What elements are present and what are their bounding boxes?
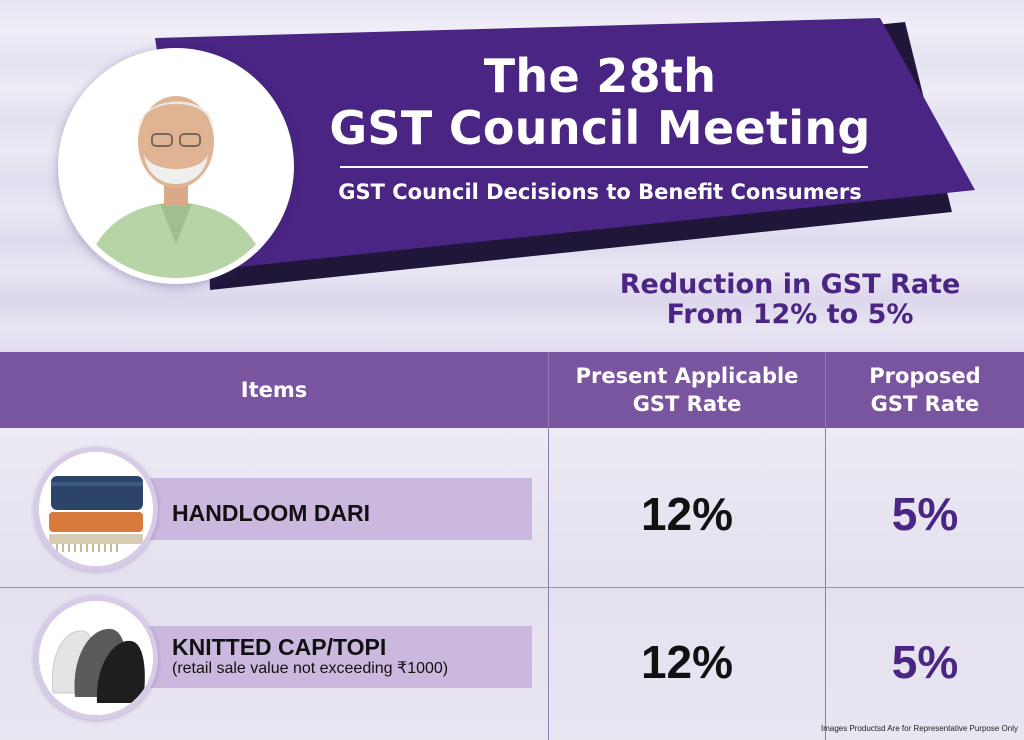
item-note: (retail sale value not exceeding ₹1000): [172, 660, 449, 677]
proposed-header-line-2: GST Rate: [870, 392, 980, 416]
folded-rugs-icon: [39, 452, 153, 566]
item-photo-cap: [34, 596, 158, 720]
row-divider: [0, 587, 1024, 588]
present-rate-value: 12%: [640, 636, 734, 688]
portrait-photo: [58, 48, 294, 284]
item-label-band: [140, 626, 532, 688]
title-line-1: The 28th: [483, 49, 717, 103]
title-line-2: GST Council Meeting: [329, 101, 871, 155]
page-title: The 28th GST Council Meeting: [300, 50, 900, 154]
column-header-items: Items: [0, 352, 548, 428]
column-header-proposed-rate: Proposed GST Rate: [826, 352, 1024, 428]
header-banner: [155, 18, 975, 290]
reduction-line-2: From 12% to 5%: [666, 299, 914, 330]
column-divider: [548, 352, 549, 740]
banner-main-shape: [155, 18, 975, 272]
person-portrait-icon: [64, 54, 288, 278]
proposed-rate-value: 5%: [891, 636, 959, 688]
present-header-line-1: Present Applicable: [575, 364, 799, 388]
item-label-band: [140, 478, 532, 540]
column-header-items-label: Items: [240, 378, 308, 402]
item-name: KNITTED CAP/TOPI: [172, 634, 387, 660]
page-subtitle: GST Council Decisions to Benefit Consume…: [338, 180, 862, 204]
item-name: HANDLOOM DARI: [172, 500, 371, 526]
present-header-line-2: GST Rate: [632, 392, 742, 416]
knitted-caps-icon: [39, 601, 153, 715]
proposed-rate-value: 5%: [891, 488, 959, 540]
proposed-header-line-1: Proposed: [869, 364, 981, 388]
column-header-present-rate: Present Applicable GST Rate: [548, 352, 826, 428]
reduction-line-1: Reduction in GST Rate: [619, 269, 961, 300]
disclaimer-text: Images Productsd Are for Representative …: [821, 724, 1018, 733]
item-photo-dari: [34, 447, 158, 571]
present-rate-value: 12%: [640, 488, 734, 540]
title-divider: [340, 166, 868, 168]
column-divider: [825, 352, 826, 740]
table-body: [0, 428, 1024, 740]
reduction-heading: Reduction in GST Rate From 12% to 5%: [560, 270, 1020, 330]
table-header-row: [0, 352, 1024, 428]
